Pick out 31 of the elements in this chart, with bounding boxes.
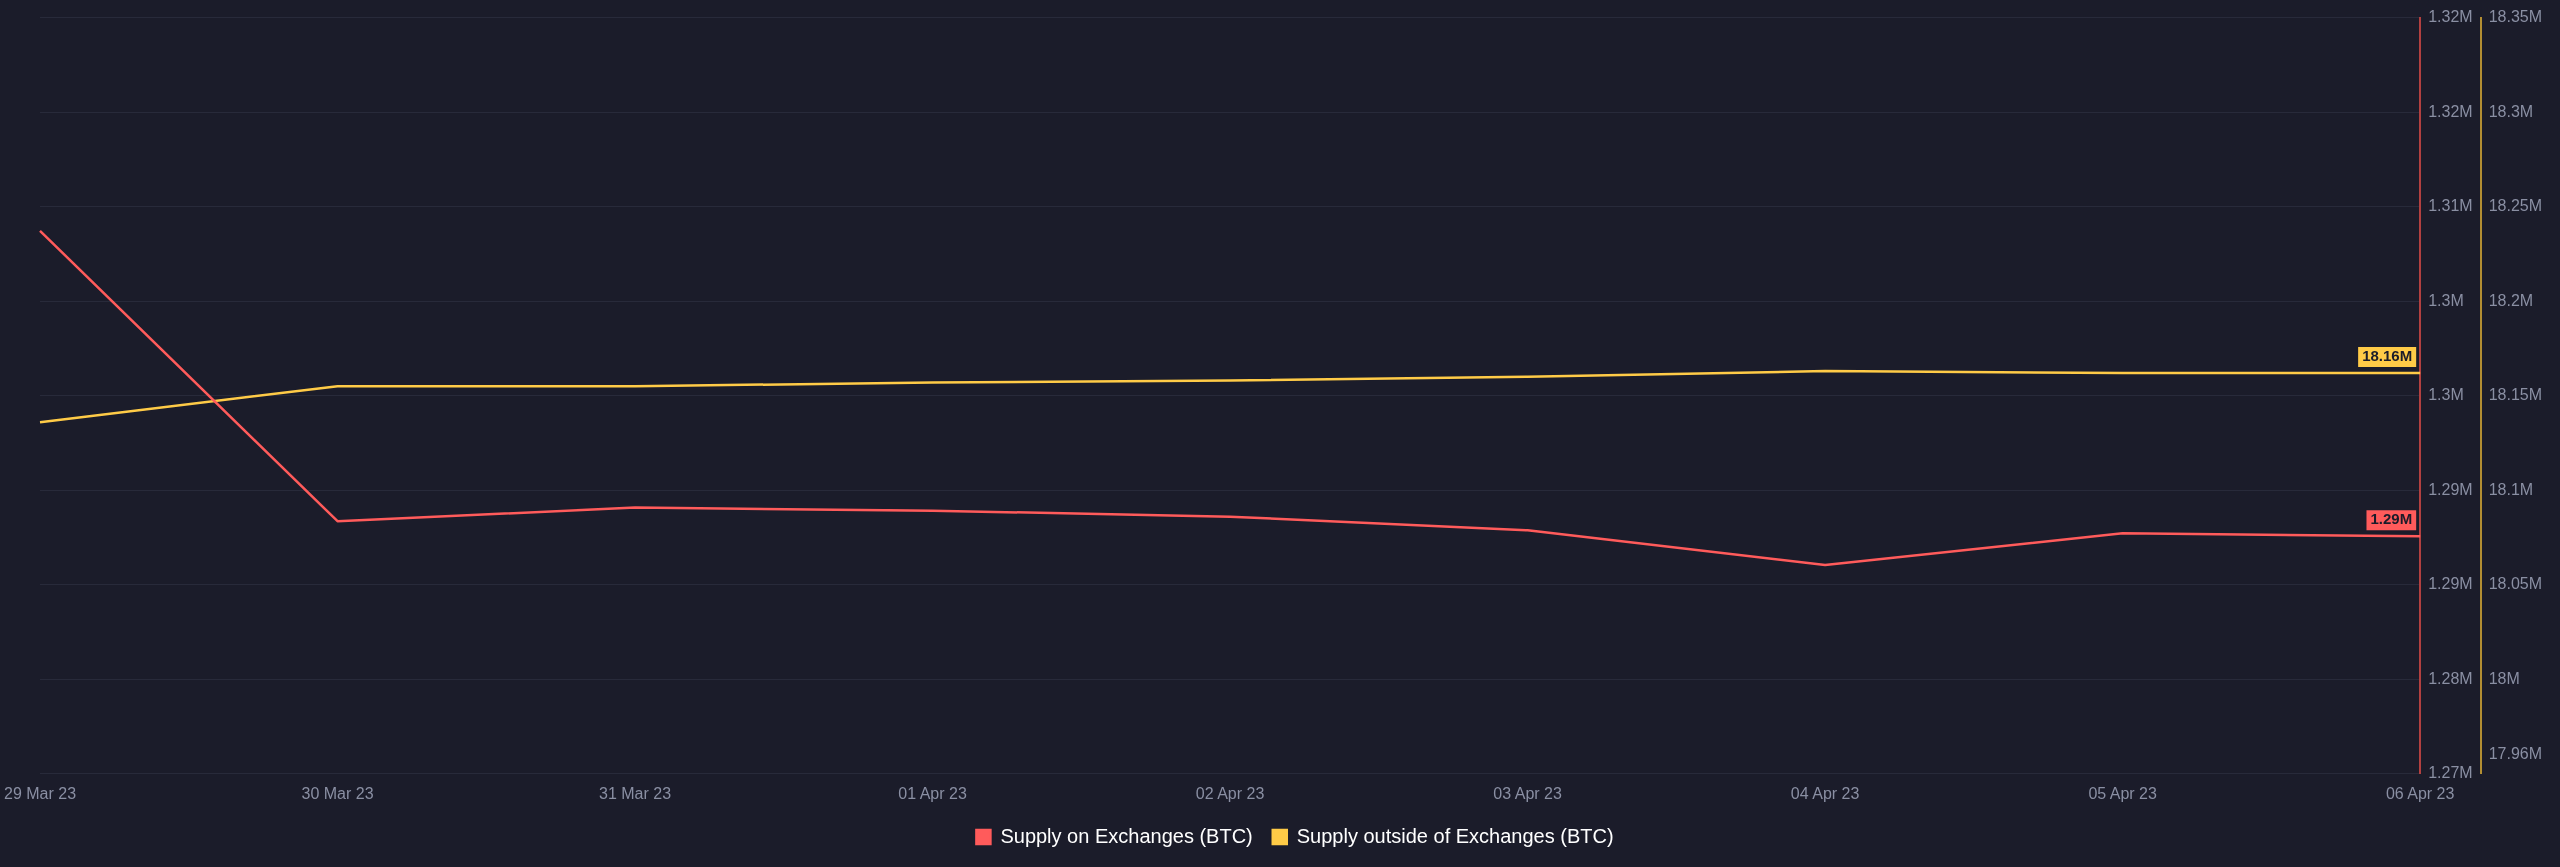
x-tick-label: 03 Apr 23: [1493, 784, 1562, 802]
x-tick-label: 02 Apr 23: [1195, 784, 1265, 802]
y-tick-label: 1.32M: [2428, 8, 2473, 26]
y-tick-label: 1.32M: [2428, 102, 2473, 120]
y2-tick-label: 18.35M: [2488, 8, 2543, 26]
y-tick-label: 1.3M: [2428, 386, 2464, 404]
y2-tick-label: 18.1M: [2488, 480, 2534, 498]
y-tick-label: 1.29M: [2428, 575, 2473, 593]
data-label: 18.16M: [2362, 347, 2413, 365]
x-tick-label: 05 Apr 23: [2088, 784, 2157, 802]
y-tick-label: 1.3M: [2428, 291, 2464, 309]
y-tick-label: 1.28M: [2428, 669, 2473, 687]
y-tick-label: 1.27M: [2428, 764, 2473, 782]
legend-label: Supply on Exchanges (BTC): [1000, 824, 1253, 847]
y2-tick-label: 18.2M: [2488, 291, 2534, 309]
x-tick-label: 06 Apr 23: [2385, 784, 2455, 802]
y2-tick-label: 18.15M: [2488, 386, 2543, 404]
legend-label: Supply outside of Exchanges (BTC): [1296, 824, 1614, 847]
y2-tick-label: 18.3M: [2488, 102, 2534, 120]
y2-tick-label: 17.96M: [2488, 745, 2543, 763]
x-tick-label: 29 Mar 23: [3, 784, 77, 802]
y2-tick-label: 18.25M: [2488, 197, 2543, 215]
y2-tick-label: 18.05M: [2488, 575, 2543, 593]
x-tick-label: 31 Mar 23: [599, 784, 672, 802]
data-label: 1.29M: [2370, 510, 2413, 528]
x-tick-label: 01 Apr 23: [898, 784, 967, 802]
x-tick-label: 04 Apr 23: [1790, 784, 1860, 802]
y-tick-label: 1.29M: [2428, 480, 2473, 498]
y2-tick-label: 18M: [2488, 669, 2520, 687]
y-tick-label: 1.31M: [2428, 197, 2473, 215]
x-tick-label: 30 Mar 23: [301, 784, 374, 802]
